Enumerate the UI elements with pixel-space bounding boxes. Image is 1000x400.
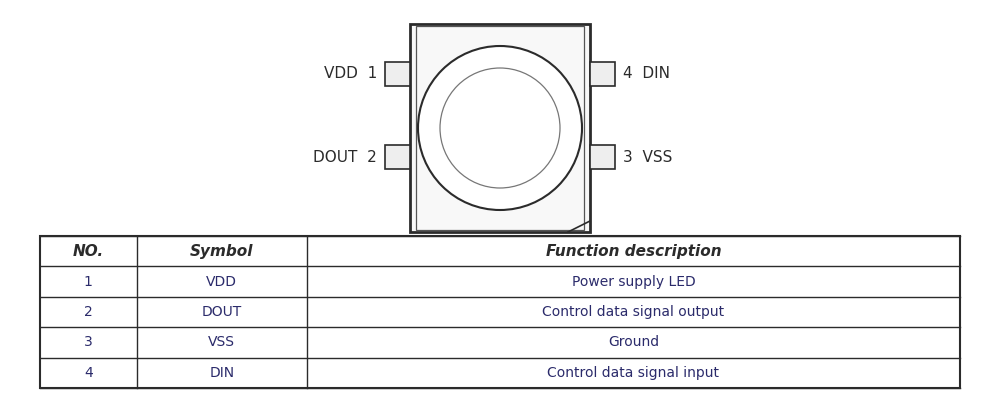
Text: Symbol: Symbol [190,244,253,259]
Bar [385,145,410,169]
Bar [410,24,590,232]
Text: 2: 2 [84,305,93,319]
Text: DOUT  2: DOUT 2 [313,150,377,165]
Text: DIN: DIN [209,366,234,380]
Bar [416,26,584,230]
Text: NO.: NO. [73,244,104,259]
Text: VSS: VSS [208,335,235,350]
Text: Ground: Ground [608,335,659,350]
Ellipse shape [440,68,560,188]
Text: Power supply LED: Power supply LED [572,274,695,289]
Text: Control data signal output: Control data signal output [542,305,724,319]
Text: 4  DIN: 4 DIN [623,66,670,82]
Text: Control data signal input: Control data signal input [547,366,719,380]
Bar [590,145,615,169]
Bar [590,62,615,86]
Text: DOUT: DOUT [202,305,242,319]
Text: 3  VSS: 3 VSS [623,150,672,165]
Bar [40,236,960,388]
Text: 1: 1 [84,274,93,289]
Ellipse shape [418,46,582,210]
Text: VDD: VDD [206,274,237,289]
Text: VDD  1: VDD 1 [324,66,377,82]
Text: 3: 3 [84,335,93,350]
Text: 4: 4 [84,366,93,380]
Bar [385,62,410,86]
Text: Function description: Function description [546,244,721,259]
